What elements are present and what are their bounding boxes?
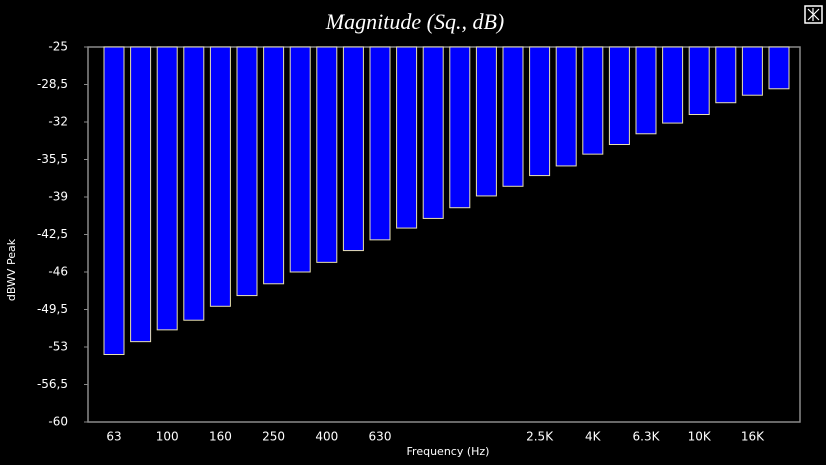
corner-icon[interactable] xyxy=(804,5,823,24)
x-tick-label: 4K xyxy=(585,430,602,444)
bar xyxy=(396,46,418,229)
bar xyxy=(741,46,763,96)
bar xyxy=(342,46,364,252)
x-axis-label: Frequency (Hz) xyxy=(407,445,490,458)
bar xyxy=(768,46,790,90)
bar xyxy=(688,46,710,115)
x-tick-label: 6.3K xyxy=(633,430,661,444)
bar xyxy=(529,46,551,177)
x-tick-label: 100 xyxy=(156,430,179,444)
bar xyxy=(103,46,125,355)
bar xyxy=(449,46,471,209)
x-tick-label: 10K xyxy=(688,430,712,444)
bar xyxy=(236,46,258,297)
y-tick-label: -39 xyxy=(48,190,68,204)
bar xyxy=(183,46,205,321)
bar xyxy=(209,46,231,307)
y-tick-label: -32 xyxy=(48,115,68,129)
chart-title: Magnitude (Sq., dB) xyxy=(325,9,504,34)
bar xyxy=(263,46,285,285)
bar xyxy=(369,46,391,241)
y-axis-label: dBWV Peak xyxy=(5,238,18,301)
bar xyxy=(635,46,657,135)
y-tick-label: -42,5 xyxy=(37,227,68,241)
x-tick-label: 160 xyxy=(209,430,232,444)
bar xyxy=(156,46,178,331)
bar xyxy=(422,46,444,219)
y-tick-label: -60 xyxy=(48,415,68,429)
bar xyxy=(316,46,338,263)
bar xyxy=(582,46,604,155)
bar xyxy=(130,46,152,343)
y-tick-label: -53 xyxy=(48,340,68,354)
x-tick-label: 63 xyxy=(106,430,121,444)
y-tick-label: -49,5 xyxy=(37,302,68,316)
bar xyxy=(715,46,737,104)
bar xyxy=(502,46,524,187)
bar xyxy=(475,46,497,197)
x-tick-label: 400 xyxy=(315,430,338,444)
x-tick-label: 630 xyxy=(369,430,392,444)
x-tick-label: 250 xyxy=(262,430,285,444)
y-tick-label: -46 xyxy=(48,265,68,279)
bar xyxy=(662,46,684,124)
y-tick-label: -28,5 xyxy=(37,77,68,91)
bar xyxy=(608,46,630,145)
y-tick-label: -35,5 xyxy=(37,152,68,166)
bar xyxy=(555,46,577,167)
y-tick-label: -25 xyxy=(48,40,68,54)
bar xyxy=(289,46,311,273)
x-tick-label: 2.5K xyxy=(526,430,554,444)
y-tick-label: -56,5 xyxy=(37,377,68,391)
x-tick-label: 16K xyxy=(741,430,765,444)
